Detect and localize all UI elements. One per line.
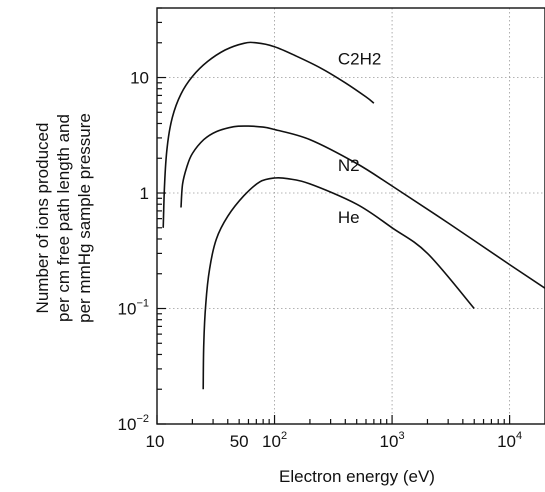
y-axis-label-line: Number of ions produced	[33, 123, 52, 314]
series-line-c2h2	[162, 41, 375, 228]
gridlines	[157, 8, 545, 424]
x-tick-label: 50	[230, 432, 249, 451]
y-tick-label: 10−2	[118, 413, 149, 434]
x-tick-label: 103	[380, 430, 405, 451]
series-label-he: He	[338, 208, 360, 227]
series-label-c2h2: C2H2	[338, 49, 381, 68]
y-axis-label: Number of ions produced per cm free path …	[33, 113, 94, 323]
x-tick-label: 10	[146, 432, 165, 451]
series-line-he	[202, 176, 475, 390]
y-axis-label-line: per mmHg sample pressure	[75, 113, 94, 323]
series-line-n2	[180, 125, 545, 289]
plot-frame	[156, 7, 545, 425]
series-label-n2: N2	[338, 156, 360, 175]
curves	[162, 41, 545, 390]
y-axis-label-line: per cm free path length and	[54, 114, 73, 322]
x-tick-label: 102	[262, 430, 287, 451]
labels: 10 50 102 103 104 10−2 10−1 1 10 C2H2 N2 He	[118, 49, 523, 451]
y-tick-label: 10	[130, 69, 149, 88]
y-tick-label: 1	[140, 184, 149, 203]
y-tick-label: 10−1	[118, 298, 149, 319]
x-axis-label: Electron energy (eV)	[279, 467, 435, 486]
ticks	[156, 7, 511, 425]
x-tick-label: 104	[497, 430, 522, 451]
